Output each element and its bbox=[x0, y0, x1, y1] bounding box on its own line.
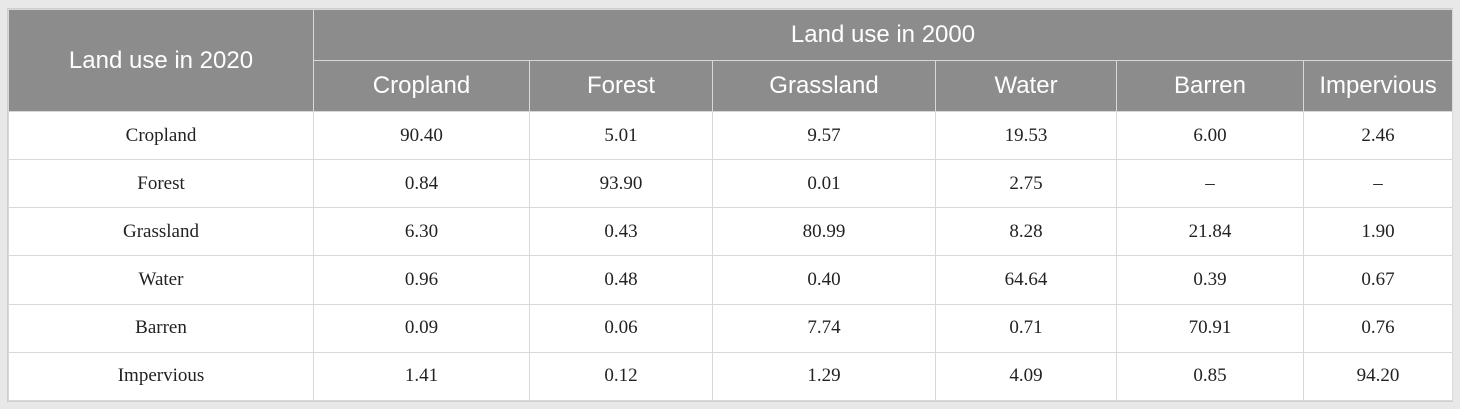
table-row: Water 0.96 0.48 0.40 64.64 0.39 0.67 bbox=[8, 255, 1454, 305]
table-cell: 1.29 bbox=[712, 351, 936, 402]
table-cell: 0.71 bbox=[935, 303, 1117, 353]
table-cell: – bbox=[1302, 159, 1454, 209]
table-row: Impervious 1.41 0.12 1.29 4.09 0.85 94.2… bbox=[8, 351, 1454, 402]
table-cell: 93.90 bbox=[529, 159, 713, 209]
table-cell: 0.01 bbox=[712, 159, 936, 209]
table-cell: 19.53 bbox=[935, 110, 1117, 161]
table-cell: 6.30 bbox=[313, 207, 530, 257]
table-cell: 64.64 bbox=[935, 255, 1117, 305]
table-cell: 0.09 bbox=[313, 303, 530, 353]
column-group-label: Land use in 2000 bbox=[312, 9, 1454, 61]
row-label: Water bbox=[8, 255, 314, 305]
table-cell: 0.43 bbox=[529, 207, 713, 257]
table-cell: 0.67 bbox=[1302, 255, 1454, 305]
table-cell: 2.46 bbox=[1302, 110, 1454, 161]
table-cell: 80.99 bbox=[712, 207, 936, 257]
table-cell: 7.74 bbox=[712, 303, 936, 353]
table-frame: Land use in 2020 Land use in 2000 Cropla… bbox=[7, 8, 1454, 402]
row-label: Impervious bbox=[8, 351, 314, 402]
table-row: Barren 0.09 0.06 7.74 0.71 70.91 0.76 bbox=[8, 303, 1454, 353]
table-cell: 0.40 bbox=[712, 255, 936, 305]
table-cell: 0.96 bbox=[313, 255, 530, 305]
table-cell: 70.91 bbox=[1116, 303, 1304, 353]
row-header-label: Land use in 2020 bbox=[8, 9, 314, 112]
table-row: Cropland 90.40 5.01 9.57 19.53 6.00 2.46 bbox=[8, 110, 1454, 161]
column-header-grassland: Grassland bbox=[712, 60, 936, 112]
table-cell: 0.39 bbox=[1116, 255, 1304, 305]
row-label: Cropland bbox=[8, 110, 314, 161]
table-cell: 1.41 bbox=[313, 351, 530, 402]
row-label: Forest bbox=[8, 159, 314, 209]
table-cell: 94.20 bbox=[1302, 351, 1454, 402]
table-cell: 21.84 bbox=[1116, 207, 1304, 257]
table-cell: 5.01 bbox=[529, 110, 713, 161]
table-row: Grassland 6.30 0.43 80.99 8.28 21.84 1.9… bbox=[8, 207, 1454, 257]
land-use-transition-table: Land use in 2020 Land use in 2000 Cropla… bbox=[8, 9, 1454, 402]
table-cell: 2.75 bbox=[935, 159, 1117, 209]
table-cell: 0.76 bbox=[1302, 303, 1454, 353]
table-row: Forest 0.84 93.90 0.01 2.75 – – bbox=[8, 159, 1454, 209]
table-cell: 90.40 bbox=[313, 110, 530, 161]
table-cell: 0.85 bbox=[1116, 351, 1304, 402]
table-cell: 9.57 bbox=[712, 110, 936, 161]
column-header-water: Water bbox=[935, 60, 1117, 112]
table-cell: 8.28 bbox=[935, 207, 1117, 257]
row-label: Grassland bbox=[8, 207, 314, 257]
column-header-cropland: Cropland bbox=[313, 60, 530, 112]
table-cell: 0.84 bbox=[313, 159, 530, 209]
column-header-forest: Forest bbox=[529, 60, 713, 112]
row-label: Barren bbox=[8, 303, 314, 353]
column-header-impervious: Impervious bbox=[1302, 60, 1454, 112]
table-cell: 6.00 bbox=[1116, 110, 1304, 161]
table-cell: 0.06 bbox=[529, 303, 713, 353]
table-cell: 4.09 bbox=[935, 351, 1117, 402]
table-cell: – bbox=[1116, 159, 1304, 209]
table-cell: 1.90 bbox=[1302, 207, 1454, 257]
column-header-barren: Barren bbox=[1116, 60, 1304, 112]
table-cell: 0.48 bbox=[529, 255, 713, 305]
table-cell: 0.12 bbox=[529, 351, 713, 402]
